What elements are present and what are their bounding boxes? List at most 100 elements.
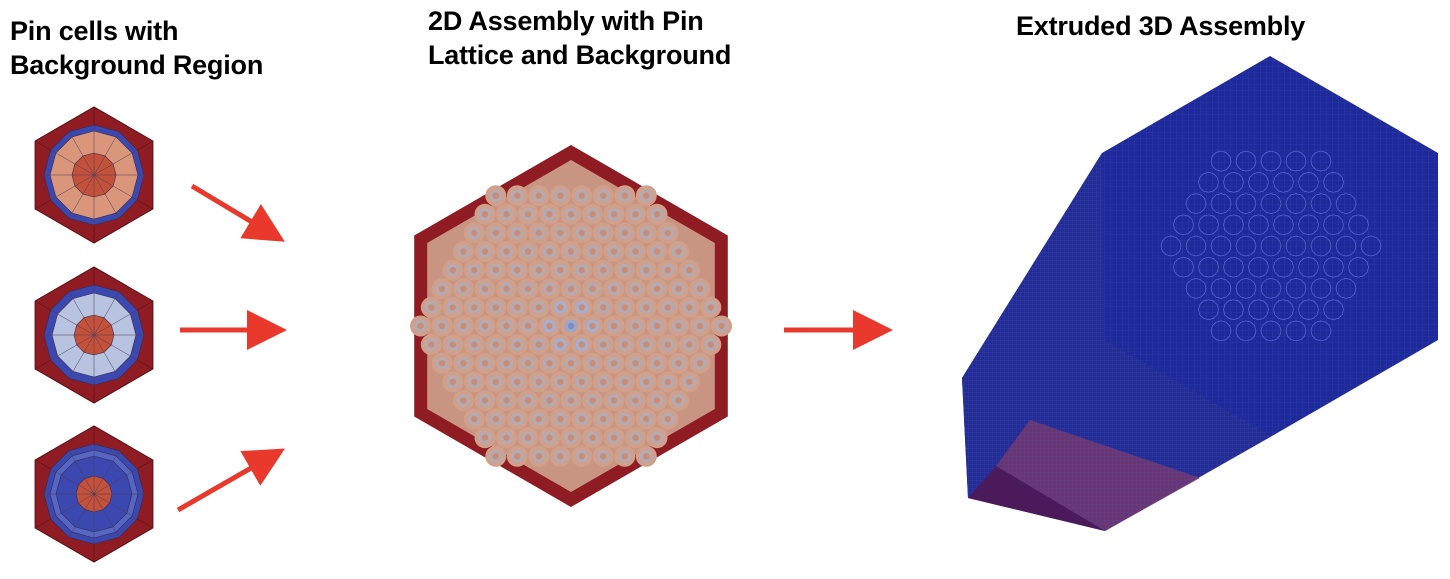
assembly-2d-pin-core xyxy=(481,285,489,292)
assembly-2d-pin xyxy=(603,352,625,374)
assembly-3d-pin-outline xyxy=(1235,150,1257,172)
assembly-3d-pin-outline xyxy=(1310,193,1332,214)
assembly-2d xyxy=(410,145,732,507)
assembly-2d-pin xyxy=(506,408,528,430)
assembly-2d-pin xyxy=(560,352,582,374)
assembly-2d-pin xyxy=(571,408,593,430)
assembly-2d-pin-core xyxy=(610,211,618,218)
assembly-2d-pin xyxy=(528,334,550,356)
assembly-2d-pin xyxy=(485,371,507,393)
assembly-2d-pin-core xyxy=(653,322,661,330)
assembly-2d-pin xyxy=(474,241,496,262)
assembly-2d-pin-core xyxy=(524,434,532,441)
assembly-2d-pin-core xyxy=(589,285,596,292)
assembly-2d-pin xyxy=(506,371,528,393)
assembly-3d-pin-outline xyxy=(1310,150,1332,172)
assembly-2d-pin-core xyxy=(600,304,607,311)
assembly-2d-pin xyxy=(657,371,679,393)
assembly-2d-pin xyxy=(442,371,464,393)
assembly-2d-pin xyxy=(614,296,636,318)
assembly-2d-pin xyxy=(603,427,625,449)
pin-cell-mesh-line xyxy=(68,493,95,538)
assembly-2d-pin-core xyxy=(438,360,446,367)
assembly-2d-pin-core xyxy=(535,266,542,274)
assembly-2d-pin xyxy=(560,278,582,300)
assembly-2d-pin xyxy=(614,185,636,207)
assembly-3d xyxy=(962,56,1438,531)
assembly-3d-pin-outline xyxy=(1310,320,1332,342)
pin-cell-mesh-line xyxy=(50,309,95,336)
assembly-2d-pin-core xyxy=(610,434,618,441)
assembly-2d-pin-core xyxy=(696,360,704,367)
assembly-2d-pin-core xyxy=(492,415,499,423)
assembly-2d-pin-core xyxy=(600,266,607,274)
assembly-3d-pin-outline xyxy=(1273,256,1294,278)
assembly-2d-pin xyxy=(539,390,560,411)
assembly-2d-pin xyxy=(517,278,539,300)
assembly-2d-pin-core xyxy=(460,285,467,292)
assembly-2d-pin xyxy=(410,315,431,337)
assembly-2d-pin xyxy=(635,259,657,281)
pin-cell-mesh-line xyxy=(137,518,154,529)
assembly-2d-pin-core xyxy=(514,415,521,423)
assembly-3d-pin-outline xyxy=(1248,214,1269,236)
assembly-2d-pin xyxy=(463,371,485,393)
assembly-3d-pin-outline xyxy=(1185,193,1207,214)
assembly-3d-pin-outline xyxy=(1223,171,1244,193)
assembly-2d-pin-core xyxy=(546,397,553,404)
assembly-2d-pin-core xyxy=(481,211,489,218)
assembly-2d-pin-core xyxy=(460,397,467,404)
assembly-2d-pin xyxy=(517,315,539,337)
assembly-2d-pin xyxy=(453,390,474,411)
assembly-2d-pin-core xyxy=(643,304,650,311)
assembly-2d-pin xyxy=(603,203,625,225)
assembly-2d-pin xyxy=(549,222,571,244)
assembly-2d-pin xyxy=(646,390,668,411)
assembly-2d-pin-core xyxy=(460,322,467,330)
assembly-2d-pin xyxy=(506,185,528,207)
assembly-2d-pin-core xyxy=(632,434,639,441)
assembly-3d-pin-outline xyxy=(1298,256,1319,278)
pin-cell-1 xyxy=(34,106,154,244)
assembly-3d-pin-outline xyxy=(1235,235,1257,257)
assembly-3d-pin-outline xyxy=(1198,171,1219,193)
assembly-2d-pin-core xyxy=(578,304,585,311)
assembly-2d-pin-core xyxy=(621,304,628,311)
assembly-2d-pin xyxy=(646,278,668,300)
assembly-2d-pin-core xyxy=(546,434,553,441)
assembly-2d-pin xyxy=(528,222,550,244)
assembly-2d-pin-core xyxy=(438,285,446,292)
assembly-2d-pin xyxy=(635,185,657,207)
assembly-2d-pin xyxy=(517,390,539,411)
assembly-2d-pin xyxy=(700,296,722,318)
assembly-2d-pin xyxy=(657,408,679,430)
assembly-2d-pin xyxy=(549,445,571,467)
assembly-2d-pin-core xyxy=(428,341,435,348)
assembly-3d-pin-outline xyxy=(1198,256,1219,278)
pin-cell-mesh-line xyxy=(50,468,95,495)
assembly-2d-pin-core xyxy=(653,434,661,441)
assembly-2d-pin xyxy=(603,390,625,411)
assembly-2d-pin-core xyxy=(621,341,628,348)
assembly-2d-pin-core xyxy=(449,378,456,386)
assembly-2d-pin-core xyxy=(492,229,499,237)
assembly-2d-pin xyxy=(625,278,646,300)
assembly-2d-pin xyxy=(517,203,539,225)
pin-cell-mesh-line xyxy=(93,174,138,201)
pin-cell-mesh-line xyxy=(137,300,154,311)
pin-cell-mesh-line xyxy=(137,199,154,210)
assembly-2d-pin xyxy=(474,390,496,411)
assembly-2d-pin xyxy=(646,427,668,449)
assembly-2d-pin-core xyxy=(686,378,693,386)
assembly-2d-pin-core xyxy=(643,192,650,199)
assembly-2d-pin xyxy=(506,334,528,356)
assembly-2d-pin-core xyxy=(438,322,446,330)
assembly-2d-pin xyxy=(635,445,657,467)
assembly-3d-pin-outline xyxy=(1248,256,1269,278)
assembly-3d-pin-outline xyxy=(1248,171,1269,193)
assembly-2d-pin xyxy=(625,427,646,449)
assembly-2d-pin-core xyxy=(653,248,661,255)
assembly-2d-pin-core xyxy=(686,304,693,311)
assembly-2d-pin-core xyxy=(610,322,618,330)
assembly-2d-pin xyxy=(506,222,528,244)
